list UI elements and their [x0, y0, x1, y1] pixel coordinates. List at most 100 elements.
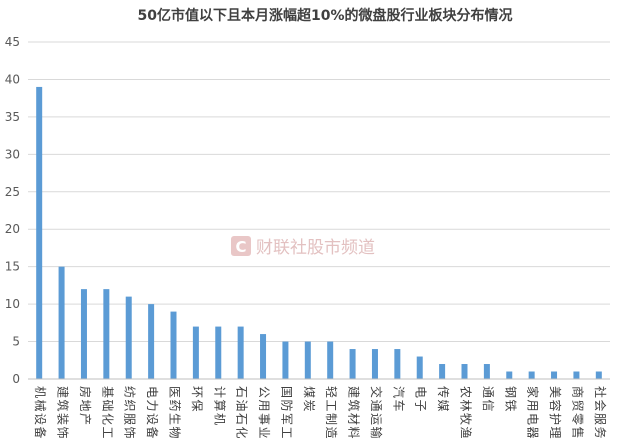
bar [461, 364, 468, 379]
svg-text:备: 备 [33, 426, 47, 438]
bars [36, 86, 602, 379]
bar [327, 341, 334, 379]
svg-text:础: 础 [100, 399, 114, 411]
bar [595, 371, 602, 379]
bar [304, 341, 311, 379]
x-tick-label: 电子 [414, 386, 428, 412]
bar [282, 341, 289, 379]
bar [439, 364, 446, 379]
svg-text:轻: 轻 [324, 386, 338, 398]
svg-text:建: 建 [56, 386, 70, 398]
y-tick-label: 30 [5, 147, 20, 161]
svg-text:务: 务 [593, 426, 608, 438]
svg-text:工: 工 [324, 399, 338, 411]
y-tick-label: 0 [12, 372, 20, 386]
bar [148, 304, 155, 379]
svg-text:机: 机 [212, 413, 226, 425]
svg-text:饰: 饰 [56, 426, 70, 438]
svg-text:用: 用 [526, 399, 540, 411]
svg-text:织: 织 [123, 399, 137, 411]
bar [483, 364, 490, 379]
svg-text:车: 车 [391, 399, 406, 411]
bar [237, 326, 244, 379]
svg-text:业: 业 [257, 426, 271, 438]
bar [80, 289, 87, 379]
svg-text:售: 售 [570, 426, 585, 438]
svg-text:材: 材 [347, 413, 361, 425]
svg-text:钢: 钢 [503, 386, 517, 398]
y-tick-label: 35 [5, 110, 20, 124]
bar [371, 349, 378, 379]
bar [215, 326, 222, 379]
svg-text:环: 环 [190, 386, 204, 398]
y-tick-label: 5 [12, 335, 20, 349]
bar [125, 296, 132, 379]
x-tick-label: 煤炭 [302, 386, 316, 412]
y-tick-label: 25 [5, 185, 20, 199]
svg-text:地: 地 [78, 399, 92, 411]
svg-text:筑: 筑 [56, 399, 71, 411]
svg-text:保: 保 [190, 399, 204, 411]
svg-text:筑: 筑 [347, 399, 362, 411]
svg-text:化: 化 [100, 413, 114, 425]
svg-text:设: 设 [33, 413, 47, 425]
y-tick-label: 45 [5, 35, 20, 49]
watermark-logo-icon [231, 236, 251, 256]
svg-text:贸: 贸 [570, 399, 584, 411]
svg-text:汽: 汽 [391, 386, 406, 398]
svg-text:工: 工 [279, 426, 293, 438]
x-tick-label: 传媒 [436, 386, 451, 412]
svg-text:防: 防 [279, 399, 294, 411]
watermark-text: 财联社股市频道 [256, 238, 375, 258]
bar [58, 266, 65, 379]
svg-text:物: 物 [168, 426, 182, 438]
svg-text:工: 工 [100, 426, 114, 438]
svg-text:零: 零 [570, 413, 584, 425]
svg-text:林: 林 [459, 399, 473, 411]
bar [103, 289, 110, 379]
svg-text:械: 械 [33, 399, 48, 411]
svg-text:造: 造 [324, 426, 338, 438]
bar [260, 334, 267, 379]
svg-text:渔: 渔 [459, 426, 473, 438]
svg-text:商: 商 [570, 386, 585, 398]
svg-text:石: 石 [235, 413, 249, 425]
y-tick-label: 40 [5, 72, 20, 86]
x-tick-label: 环保 [190, 386, 204, 412]
svg-text:运: 运 [369, 413, 383, 425]
svg-text:油: 油 [235, 399, 249, 411]
svg-text:饰: 饰 [123, 426, 137, 438]
svg-text:通: 通 [369, 399, 383, 411]
svg-text:电: 电 [414, 386, 428, 398]
x-tick-label: 通信 [481, 386, 495, 412]
svg-text:机: 机 [33, 386, 47, 398]
svg-text:理: 理 [548, 426, 562, 438]
svg-text:社: 社 [593, 386, 608, 398]
x-tick-label: 汽车 [391, 386, 406, 412]
x-tick-label: 房地产 [78, 386, 93, 425]
svg-text:药: 药 [168, 399, 182, 411]
svg-text:计: 计 [212, 386, 226, 398]
x-tick-label: 钢铁 [503, 386, 517, 412]
svg-text:国: 国 [279, 386, 293, 398]
x-axis: 机械设备建筑装饰房地产基础化工纺织服饰电力设备医药生物环保计算机石油石化公用事业… [28, 378, 610, 439]
svg-text:信: 信 [481, 399, 495, 411]
svg-text:基: 基 [100, 386, 114, 398]
svg-text:器: 器 [526, 426, 540, 438]
bar [573, 371, 580, 379]
svg-text:农: 农 [459, 386, 473, 398]
svg-text:容: 容 [548, 399, 563, 411]
svg-text:军: 军 [279, 413, 293, 425]
